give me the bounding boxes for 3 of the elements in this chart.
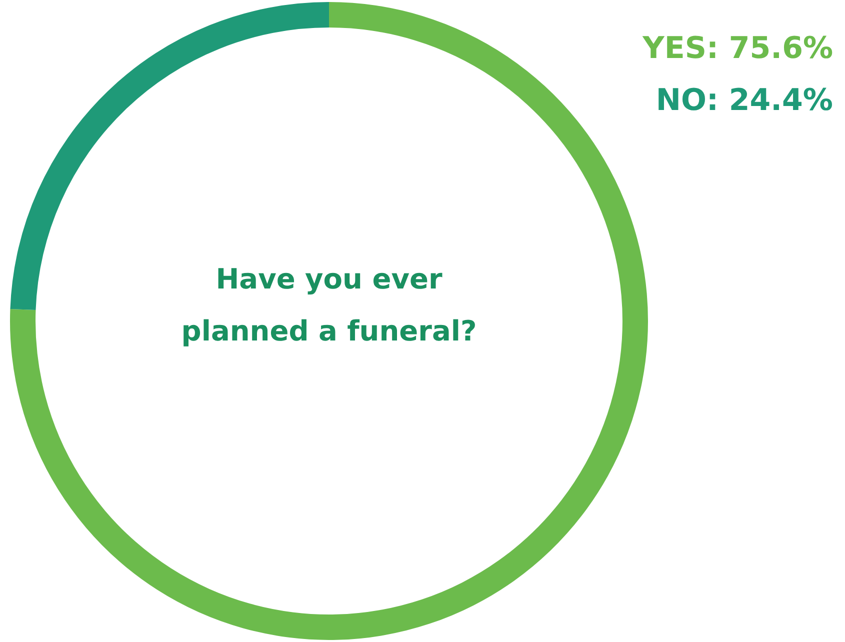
text: YES: 75.6%: [642, 30, 833, 66]
text: NO: 24.4%: [656, 82, 833, 118]
text: Have you ever planned a funeral?: [181, 262, 477, 348]
